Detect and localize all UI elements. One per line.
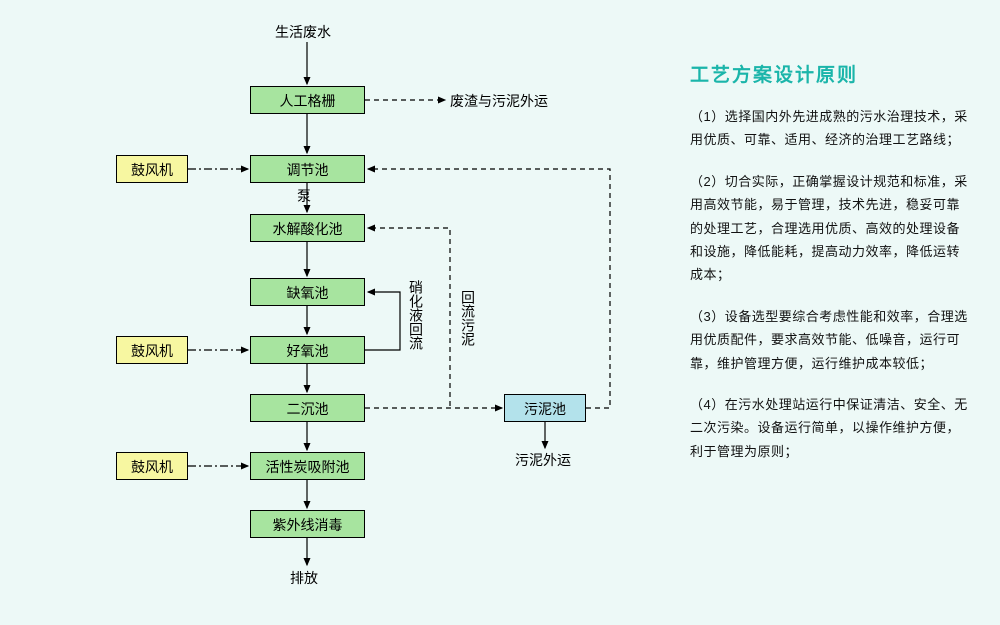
label-pump: 泵 [297, 186, 311, 206]
node-secondary-clarifier: 二沉池 [250, 394, 365, 422]
node-sludge-pond: 污泥池 [504, 394, 586, 422]
sidebar-para-3: （3）设备选型要综合考虑性能和效率，合理选用优质配件，要求高效节能、低噪音，运行… [690, 305, 970, 375]
label-waste-out: 废渣与污泥外运 [450, 91, 548, 111]
node-hydrolysis: 水解酸化池 [250, 214, 365, 242]
label-nitrify-recycle: 硝化液回流 [406, 280, 426, 350]
node-blower-3: 鼓风机 [116, 452, 188, 480]
node-equalization: 调节池 [250, 155, 365, 183]
sidebar-para-4: （4）在污水处理站运行中保证清洁、安全、无二次污染。设备运行简单，以操作维护方便… [690, 393, 970, 463]
node-aerobic: 好氧池 [250, 336, 365, 364]
label-return-sludge: 回流污泥 [458, 290, 478, 346]
input-label: 生活废水 [275, 22, 331, 42]
node-anoxic: 缺氧池 [250, 278, 365, 306]
node-blower-2: 鼓风机 [116, 336, 188, 364]
label-sludge-out: 污泥外运 [515, 450, 571, 470]
node-uv: 紫外线消毒 [250, 510, 365, 538]
sidebar-title: 工艺方案设计原则 [690, 60, 970, 87]
output-label: 排放 [290, 568, 318, 588]
sidebar-para-1: （1）选择国内外先进成熟的污水治理技术，采用优质、可靠、适用、经济的治理工艺路线… [690, 105, 970, 152]
sidebar-para-2: （2）切合实际，正确掌握设计规范和标准，采用高效节能，易于管理，技术先进，稳妥可… [690, 170, 970, 287]
node-blower-1: 鼓风机 [116, 155, 188, 183]
page: 生活废水 排放 人工格栅 调节池 水解酸化池 缺氧池 好氧池 二沉池 活性炭吸附… [0, 0, 1000, 625]
sidebar: 工艺方案设计原则 （1）选择国内外先进成熟的污水治理技术，采用优质、可靠、适用、… [690, 60, 970, 481]
node-carbon: 活性炭吸附池 [250, 452, 365, 480]
node-screen: 人工格栅 [250, 86, 365, 114]
